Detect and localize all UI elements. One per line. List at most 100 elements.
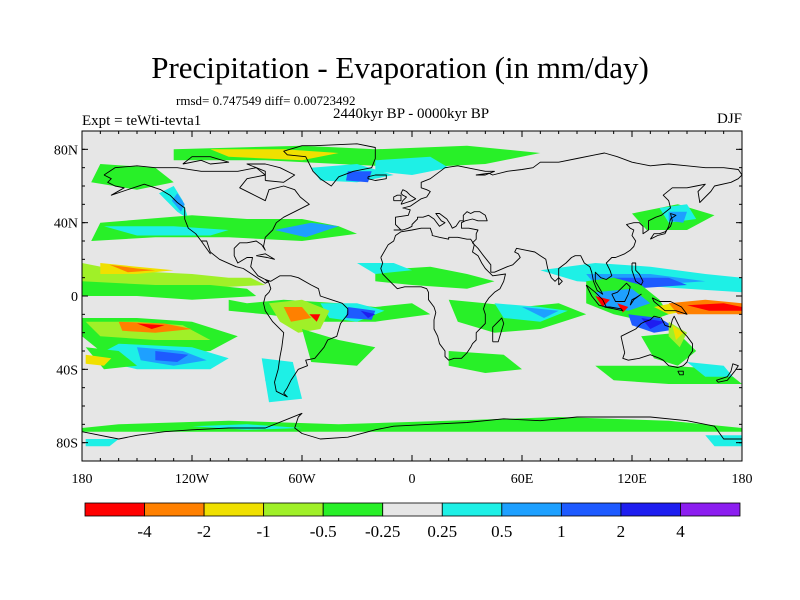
coastline-9 bbox=[393, 194, 402, 202]
coastline-22 bbox=[558, 277, 563, 286]
field-region-39 bbox=[687, 303, 742, 311]
field-region-2 bbox=[91, 164, 174, 190]
field-region-28 bbox=[494, 303, 568, 322]
colorbar-label: 0.5 bbox=[491, 522, 512, 541]
colorbar-label: 0.25 bbox=[427, 522, 457, 541]
colorbar-label: -4 bbox=[137, 522, 152, 541]
lat-tick-label: 80S bbox=[56, 437, 78, 452]
field-region-14 bbox=[82, 263, 266, 289]
field-region-59 bbox=[687, 362, 733, 377]
coastlines bbox=[82, 143, 742, 440]
colorbar-box-2 bbox=[203, 502, 265, 517]
lon-tick-label: 60W bbox=[288, 472, 316, 487]
colorbar-boxes bbox=[84, 502, 741, 517]
lat-tick-label: 0 bbox=[71, 290, 78, 305]
coastline-4 bbox=[380, 227, 506, 361]
experiment-label: Expt = teWti-tevta1 bbox=[82, 113, 202, 129]
coastline-5 bbox=[620, 315, 693, 368]
lat-tick-label: 80N bbox=[54, 143, 78, 158]
coastline-18 bbox=[631, 262, 644, 286]
field-region-52 bbox=[85, 347, 137, 370]
field-region-35 bbox=[595, 296, 610, 307]
coastline-21 bbox=[182, 156, 230, 165]
lon-tick-label: 180 bbox=[732, 472, 753, 487]
lon-tick-label: 120W bbox=[175, 472, 210, 487]
lat-tick-label: 40N bbox=[54, 217, 78, 232]
lon-tick-label: 120E bbox=[617, 472, 647, 487]
field-region-7 bbox=[346, 171, 372, 183]
field-region-15 bbox=[82, 281, 257, 300]
colorbar-label: -1 bbox=[257, 522, 271, 541]
field-region-36 bbox=[617, 303, 629, 313]
field-region-62 bbox=[85, 439, 119, 447]
colorbar-box-5 bbox=[382, 502, 443, 517]
latitude-axis: 80N 40N 0 40S 80S bbox=[54, 143, 742, 452]
field-region-55 bbox=[261, 358, 302, 403]
colorbar-box-10 bbox=[680, 502, 741, 517]
coastline-16 bbox=[651, 297, 688, 315]
season-label: DJF bbox=[716, 111, 742, 127]
coastline-11 bbox=[649, 213, 677, 240]
field-region-17 bbox=[109, 264, 156, 273]
stats-text: rmsd= 0.747549 diff= 0.00723492 bbox=[176, 93, 356, 108]
colorbar-labels: -4 -2 -1 -0.5 -0.25 0.25 0.5 1 2 4 bbox=[137, 522, 685, 541]
field-region-63 bbox=[705, 435, 742, 447]
colorbar-label: 2 bbox=[617, 522, 626, 541]
coastline-6 bbox=[82, 412, 742, 440]
coastline-0 bbox=[103, 165, 310, 284]
field-region-25 bbox=[375, 266, 495, 289]
coastline-2 bbox=[263, 275, 349, 398]
colorbar-box-3 bbox=[263, 502, 324, 517]
field-region-34 bbox=[595, 288, 651, 311]
coastline-17 bbox=[715, 363, 739, 383]
coastline-13 bbox=[604, 306, 624, 312]
lon-tick-label: 0 bbox=[409, 472, 416, 487]
field-region-51 bbox=[155, 351, 189, 362]
colorbar-label: 4 bbox=[676, 522, 685, 541]
field-region-44 bbox=[672, 325, 684, 340]
field-region-26 bbox=[357, 263, 412, 274]
field-region-10 bbox=[274, 222, 339, 238]
coastline-8 bbox=[400, 189, 417, 205]
lon-tick-label: 60E bbox=[511, 472, 534, 487]
coastline-14 bbox=[611, 282, 631, 302]
field-region-4 bbox=[171, 193, 185, 212]
coastline-10 bbox=[367, 174, 387, 181]
coastline-15 bbox=[629, 293, 642, 306]
colorbar-box-0 bbox=[84, 502, 145, 517]
colorbar-label: -0.25 bbox=[365, 522, 400, 541]
field-region-23 bbox=[283, 307, 312, 322]
field-region-29 bbox=[522, 307, 559, 318]
colorbar-box-1 bbox=[144, 502, 205, 517]
period-label: 2440kyr BP - 0000kyr BP bbox=[332, 106, 490, 122]
field-region-48 bbox=[137, 323, 165, 329]
longitude-axis: 180 120W 60W 0 60E 120E 180 bbox=[72, 131, 753, 487]
colorbar-label: 1 bbox=[557, 522, 566, 541]
field-region-56 bbox=[302, 329, 376, 366]
plot-title: Precipitation - Evaporation (in mm/day) bbox=[151, 50, 649, 85]
colorbar-box-7 bbox=[501, 502, 562, 517]
field-region-61 bbox=[192, 424, 302, 430]
field-region-9 bbox=[104, 226, 229, 236]
lon-tick-label: 180 bbox=[72, 472, 93, 487]
coastline-20 bbox=[246, 163, 296, 183]
colorbar-box-8 bbox=[560, 502, 622, 517]
coastline-7 bbox=[492, 317, 505, 343]
colorbar-box-6 bbox=[441, 502, 503, 517]
coastline-19 bbox=[256, 253, 275, 260]
field-region-53 bbox=[85, 354, 112, 366]
colorbar-label: -0.5 bbox=[310, 522, 337, 541]
coastline-3 bbox=[393, 152, 742, 295]
colorbar-box-4 bbox=[322, 502, 384, 517]
field-region-21 bbox=[360, 310, 376, 318]
field-region-24 bbox=[309, 314, 321, 322]
colorbar-box-9 bbox=[620, 502, 681, 517]
field-region-6 bbox=[375, 156, 449, 175]
field-region-57 bbox=[448, 351, 522, 373]
colorbar-label: -2 bbox=[197, 522, 211, 541]
coastline-23 bbox=[677, 370, 684, 376]
coastline-1 bbox=[283, 143, 376, 187]
lat-tick-label: 40S bbox=[56, 363, 78, 378]
